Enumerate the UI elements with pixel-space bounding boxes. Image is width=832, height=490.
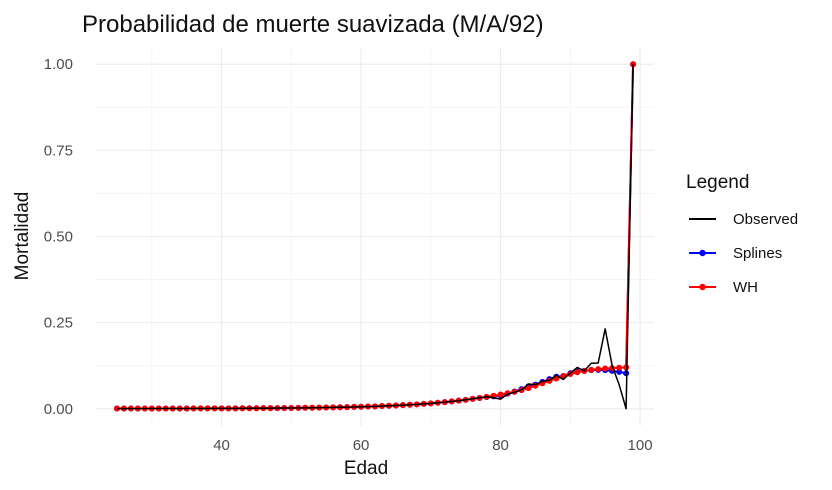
data-point-splines [616,368,623,375]
data-point-wh [588,366,595,373]
x-tick-label: 60 [353,437,370,454]
y-tick-label: 0.25 [44,315,73,332]
grid [96,47,654,426]
legend: Legend Observed Splines WH [686,172,798,296]
y-tick-label: 0.50 [44,229,73,246]
x-tick-label: 80 [492,437,509,454]
axis-ticks: 40 60 80 100 0.00 0.25 0.50 0.75 1.00 [44,56,653,454]
data-point-wh [497,391,504,398]
legend-title: Legend [686,172,749,193]
legend-key-marker [699,249,706,257]
legend-entry-wh: WH [689,279,758,296]
y-tick-label: 1.00 [44,56,73,73]
legend-label: Observed [733,211,798,228]
series-layer [113,61,637,412]
data-point-wh [595,366,602,373]
data-point-wh [602,365,609,372]
legend-key-marker [699,283,706,291]
data-point-wh [574,369,581,376]
series-observed [116,64,634,410]
series-line-observed [116,64,634,410]
legend-entry-splines: Splines [689,245,782,262]
data-point-wh [630,61,637,68]
data-point-wh [616,364,623,371]
chart-title: Probabilidad de muerte suavizada (M/A/92… [82,11,544,38]
y-axis-title: Mortalidad [12,192,33,281]
data-point-wh [623,364,630,371]
x-tick-label: 100 [628,437,653,454]
x-axis-title: Edad [344,458,388,479]
legend-entry-observed: Observed [689,211,798,228]
y-tick-label: 0.00 [44,401,73,418]
data-point-wh [525,385,532,392]
legend-label: Splines [733,245,782,262]
legend-label: WH [733,279,758,296]
y-tick-label: 0.75 [44,142,73,159]
x-tick-label: 40 [213,437,230,454]
